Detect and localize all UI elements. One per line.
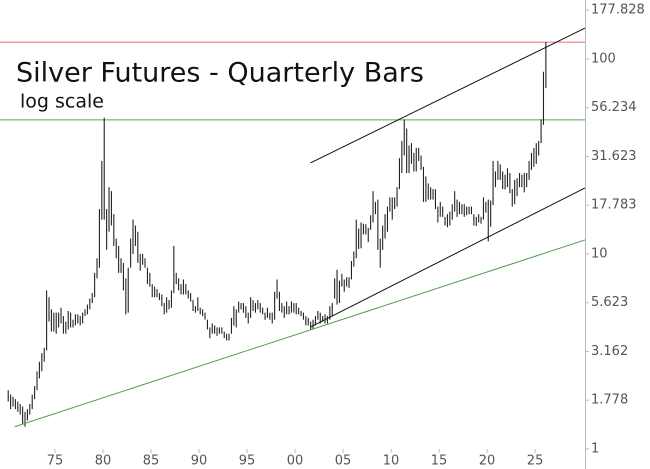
y-tick-label: 1 — [591, 441, 599, 456]
y-tick-label: 100 — [591, 51, 616, 66]
trend-line — [14, 239, 586, 428]
y-tick-label: 56.234 — [591, 100, 637, 115]
x-tick-label: 10 — [383, 454, 400, 469]
x-tick-label: 80 — [95, 454, 112, 469]
x-tick-label: 20 — [479, 454, 496, 469]
x-tick-label: 25 — [527, 454, 544, 469]
x-tick-label: 05 — [335, 454, 352, 469]
chart-title: Silver Futures - Quarterly Bars — [16, 58, 424, 89]
x-tick-label: 15 — [431, 454, 448, 469]
trend-line — [310, 187, 586, 328]
y-tick-label: 17.783 — [591, 198, 637, 213]
y-tick-label: 3.162 — [591, 344, 628, 359]
x-tick-label: 95 — [239, 454, 256, 469]
x-tick-label: 75 — [47, 454, 64, 469]
y-tick-label: 31.623 — [591, 149, 637, 164]
trend-line — [310, 27, 586, 164]
x-tick-label: 00 — [287, 454, 304, 469]
x-tick-label: 90 — [191, 454, 208, 469]
y-tick-label: 5.623 — [591, 295, 628, 310]
chart-subtitle: log scale — [20, 91, 104, 113]
x-tick-label: 85 — [143, 454, 160, 469]
y-tick-label: 10 — [591, 246, 608, 261]
y-tick-label: 1.778 — [591, 393, 628, 408]
y-tick-label: 177.828 — [591, 3, 645, 18]
